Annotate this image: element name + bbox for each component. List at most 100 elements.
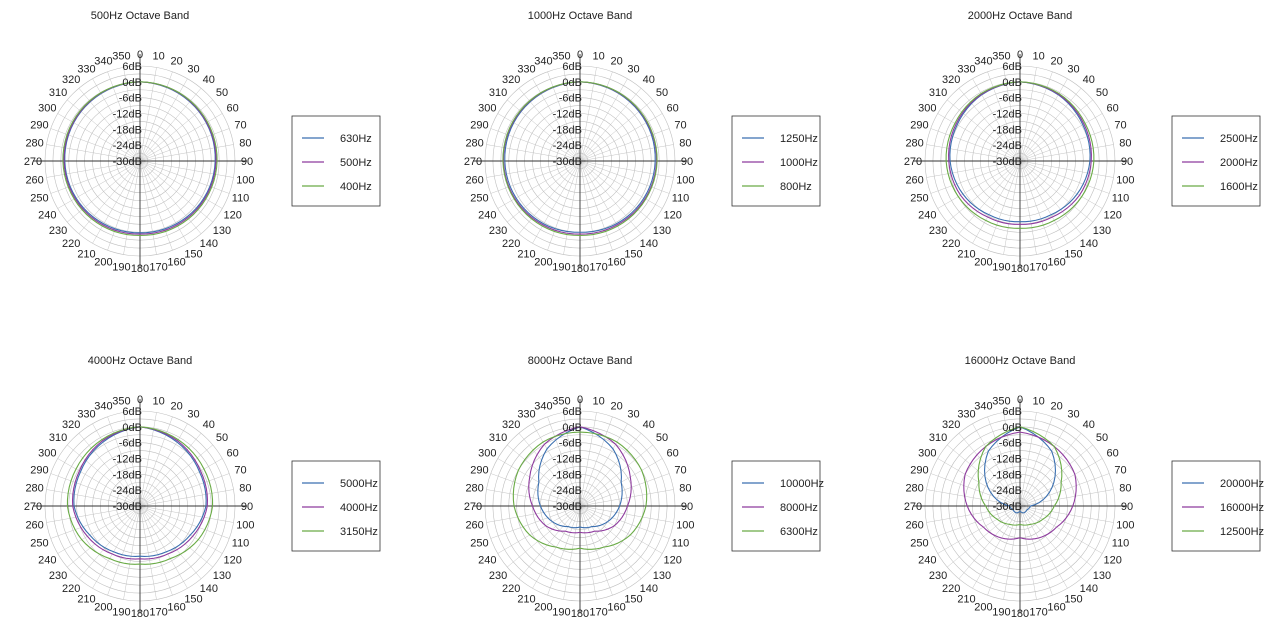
angle-tick-label: 260 [25,175,43,187]
angle-tick-label: 340 [534,55,552,67]
angle-tick-label: 330 [517,63,535,75]
grid-spoke [139,160,188,244]
angle-tick-label: 300 [478,103,496,115]
grid-spoke [579,160,653,223]
angle-tick-label: 20 [170,55,182,67]
grid-spoke [579,99,653,162]
angle-tick-label: 50 [656,432,668,444]
grid-spoke [139,144,234,162]
angle-tick-label: 80 [1119,137,1131,149]
angle-tick-label: 310 [489,87,507,99]
legend-label: 8000Hz [780,502,818,514]
grid-spoke [532,423,581,507]
grid-spoke [1019,160,1053,251]
grid-spoke [67,160,141,223]
angle-tick-label: 280 [905,137,923,149]
angle-tick-label: 280 [25,482,43,494]
grid-spoke [579,416,613,507]
angle-tick-label: 240 [478,555,496,567]
grid-spoke [490,160,581,194]
grid-spoke [67,444,141,507]
angle-tick-label: 160 [607,257,625,269]
grid-spoke [1019,412,1037,507]
grid-spoke [490,505,581,539]
angle-tick-label: 30 [627,408,639,420]
legend [1171,460,1261,552]
radial-tick-label: -6dB [559,438,582,450]
radial-tick-label: -30dB [553,156,582,168]
grid-spoke [1019,416,1053,507]
grid-spoke [139,160,157,255]
angle-tick-label: 340 [94,400,112,412]
angle-tick-label: 250 [470,538,488,550]
radial-tick-label: 0dB [1002,77,1022,89]
angle-tick-label: 90 [241,501,253,513]
angle-tick-label: 80 [239,482,251,494]
angle-tick-label: 130 [213,225,231,237]
series-line-20000Hz [983,426,1057,514]
grid-spoke [579,473,670,507]
angle-tick-label: 210 [517,249,535,261]
angle-tick-label: 70 [674,464,686,476]
grid-spoke [972,505,1021,589]
grid-spoke [139,160,234,178]
angle-tick-label: 60 [227,103,239,115]
legend [291,460,381,552]
legend-label: 16000Hz [1220,502,1264,514]
polar-chart-1: 500Hz Octave Band 6dB 0dB -6dB -12dB -18dB -24… [24,10,381,275]
angle-tick-label: 50 [1096,87,1108,99]
angle-tick-label: 20 [610,400,622,412]
angle-tick-label: 10 [1032,51,1044,63]
grid-spoke [958,160,1021,234]
angle-tick-label: 50 [216,87,228,99]
angle-tick-label: 110 [672,538,690,550]
angle-tick-label: 200 [974,602,992,614]
grid-spoke [579,505,597,600]
legend-label: 20000Hz [1220,478,1264,490]
angle-tick-label: 130 [653,570,671,582]
angle-tick-label: 40 [643,419,655,431]
radial-tick-label: -6dB [999,438,1022,450]
angle-tick-label: 290 [470,119,488,131]
grid-spoke [46,144,141,162]
polar-chart-3: 2000Hz Octave Band 6dB 0dB -6dB -12dB -18dB -2… [904,10,1261,275]
angle-tick-label: 230 [489,570,507,582]
legend-label: 1250Hz [780,133,818,145]
series-line-1600Hz [945,81,1095,229]
angle-tick-label: 130 [653,225,671,237]
grid-spoke [1019,71,1053,162]
grid-spoke [139,423,188,507]
series-line-5000Hz [73,426,207,557]
grid-spoke [1019,144,1114,162]
grid-spoke [78,160,141,234]
grid-spoke [1019,113,1103,162]
angle-tick-label: 120 [223,210,241,222]
series-line-6300Hz [512,431,648,550]
angle-tick-label: 260 [465,520,483,532]
grid-spoke [507,99,581,162]
angle-tick-label: 70 [1114,119,1126,131]
grid-spoke [579,489,674,507]
grid-spoke [579,144,674,162]
grid-spoke [579,444,653,507]
grid-spoke [1019,78,1068,162]
grid-spoke [547,160,581,251]
grid-spoke [57,505,141,554]
chart-title: 16000Hz Octave Band [965,355,1076,367]
grid-spoke [1019,160,1114,178]
angle-tick-label: 30 [187,408,199,420]
grid-spoke [139,458,223,507]
grid-spoke [123,160,141,255]
grid-spoke [579,412,597,507]
angle-tick-label: 180 [131,608,149,620]
legend-label: 5000Hz [340,478,378,490]
legend-label: 1600Hz [1220,181,1258,193]
angle-tick-label: 290 [30,464,48,476]
angle-tick-label: 330 [957,408,975,420]
grid-spoke [930,473,1021,507]
grid-spoke [987,71,1021,162]
grid-spoke [930,160,1021,194]
angle-tick-label: 70 [234,464,246,476]
angle-tick-label: 320 [62,419,80,431]
angle-tick-label: 0 [137,394,143,406]
